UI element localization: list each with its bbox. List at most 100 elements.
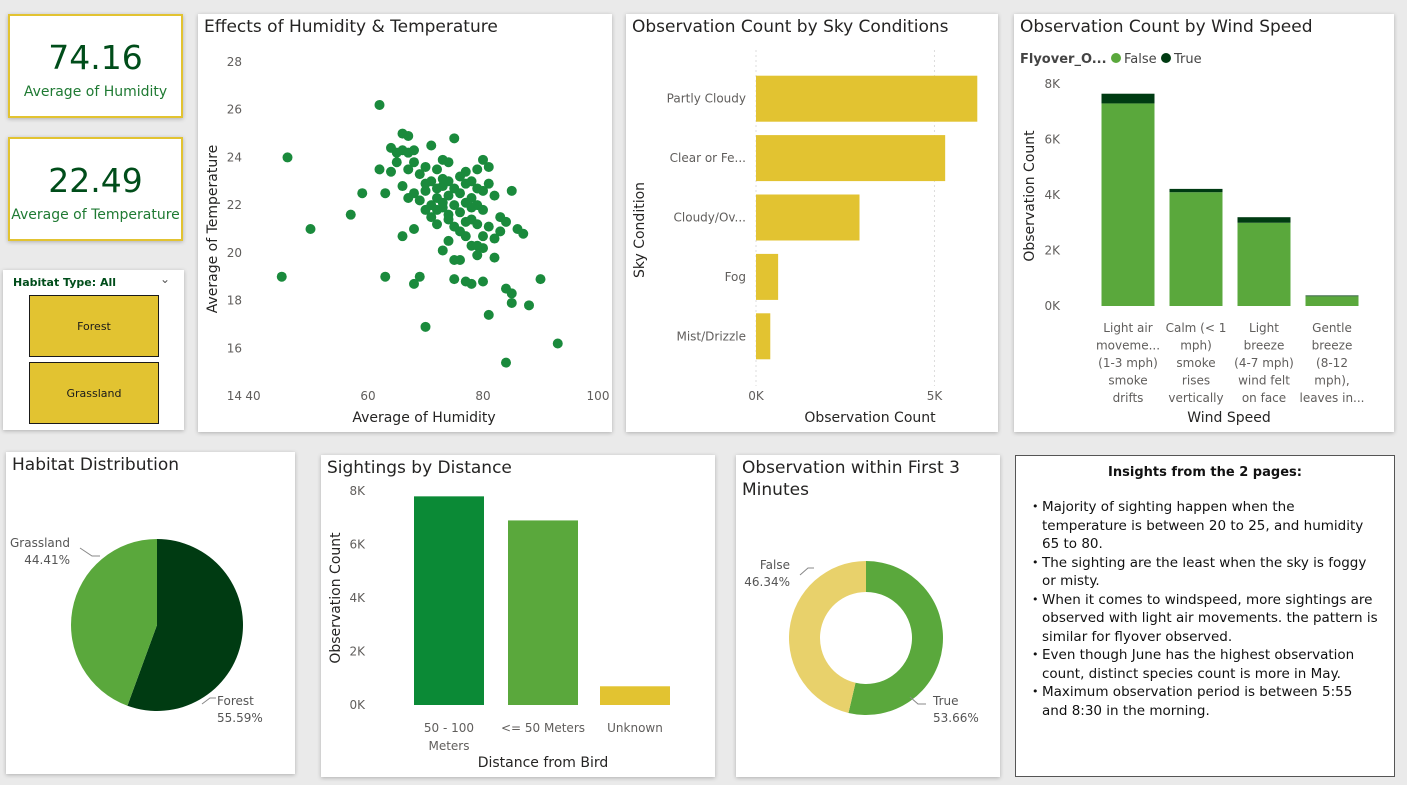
pie-slice-false[interactable] — [789, 561, 866, 713]
slicer-option-grassland[interactable]: Grassland — [29, 362, 159, 424]
scatter-point[interactable] — [282, 152, 293, 163]
scatter-point[interactable] — [403, 164, 414, 175]
scatter-point[interactable] — [437, 202, 448, 213]
bar-true[interactable] — [1169, 188, 1223, 193]
bar-true[interactable] — [1305, 295, 1359, 297]
scatter-point[interactable] — [305, 224, 316, 234]
scatter-point[interactable] — [478, 231, 488, 242]
bar-true[interactable] — [1237, 217, 1291, 223]
scatter-point[interactable] — [380, 271, 391, 282]
scatter-point[interactable] — [345, 209, 356, 220]
scatter-point[interactable] — [466, 202, 477, 213]
scatter-point[interactable] — [374, 99, 385, 110]
scatter-point[interactable] — [466, 176, 477, 187]
bar-true[interactable] — [1101, 93, 1155, 104]
scatter-point[interactable] — [420, 204, 431, 215]
scatter-point[interactable] — [443, 235, 454, 246]
scatter-point[interactable] — [437, 245, 448, 256]
scatter-point[interactable] — [506, 288, 517, 299]
chevron-down-icon[interactable]: ⌄ — [159, 272, 170, 286]
scatter-point[interactable] — [414, 169, 425, 180]
scatter-point[interactable] — [495, 226, 506, 237]
scatter-point[interactable] — [432, 164, 442, 175]
scatter-point[interactable] — [443, 214, 454, 225]
scatter-point[interactable] — [449, 200, 460, 211]
scatter-point[interactable] — [374, 164, 385, 175]
scatter-point[interactable] — [420, 321, 431, 332]
scatter-point[interactable] — [483, 161, 494, 172]
pie-slice-true[interactable] — [848, 561, 943, 715]
bar[interactable] — [756, 75, 978, 122]
scatter-point[interactable] — [489, 190, 500, 201]
scatter-point[interactable] — [397, 231, 408, 242]
bar[interactable] — [756, 253, 779, 300]
scatter-point[interactable] — [489, 233, 500, 244]
scatter-point[interactable] — [501, 216, 511, 227]
scatter-point[interactable] — [403, 192, 414, 203]
scatter-point[interactable] — [472, 164, 483, 175]
scatter-point[interactable] — [472, 240, 483, 251]
scatter-point[interactable] — [535, 274, 546, 285]
scatter-point[interactable] — [432, 219, 442, 230]
bar-false[interactable] — [1237, 222, 1291, 306]
pie-slice-forest[interactable] — [127, 539, 243, 711]
scatter-point[interactable] — [420, 178, 431, 189]
scatter-point[interactable] — [386, 166, 396, 177]
scatter-point[interactable] — [506, 297, 517, 308]
scatter-point[interactable] — [518, 228, 529, 239]
scatter-point[interactable] — [524, 300, 534, 311]
scatter-point[interactable] — [414, 271, 425, 282]
scatter-point[interactable] — [420, 185, 431, 196]
scatter-point[interactable] — [552, 338, 563, 349]
scatter-point[interactable] — [483, 309, 494, 320]
bar[interactable] — [756, 135, 946, 182]
scatter-point[interactable] — [437, 173, 448, 184]
scatter-point[interactable] — [483, 221, 494, 232]
bar-false[interactable] — [1101, 103, 1155, 306]
scatter-point[interactable] — [455, 188, 465, 199]
scatter-point[interactable] — [409, 157, 419, 168]
scatter-point[interactable] — [276, 271, 287, 282]
scatter-point[interactable] — [426, 212, 437, 223]
scatter-point[interactable] — [472, 183, 483, 194]
scatter-point[interactable] — [455, 207, 465, 218]
scatter-point[interactable] — [466, 192, 477, 203]
scatter-point[interactable] — [397, 181, 408, 192]
scatter-point[interactable] — [403, 130, 414, 141]
scatter-point[interactable] — [455, 255, 465, 266]
scatter-point[interactable] — [501, 357, 511, 368]
scatter-point[interactable] — [472, 219, 483, 230]
scatter-point[interactable] — [449, 221, 460, 232]
scatter-point[interactable] — [409, 278, 419, 289]
bar[interactable] — [600, 686, 670, 705]
scatter-point[interactable] — [357, 188, 368, 199]
scatter-point[interactable] — [506, 185, 517, 196]
scatter-point[interactable] — [409, 145, 419, 156]
scatter-point[interactable] — [449, 133, 460, 144]
scatter-point[interactable] — [483, 178, 494, 189]
bar[interactable] — [756, 313, 771, 360]
slicer-option-forest[interactable]: Forest — [29, 295, 159, 357]
bar[interactable] — [508, 520, 578, 705]
pie-slice-grassland[interactable] — [70, 539, 157, 706]
scatter-point[interactable] — [432, 183, 442, 194]
bar-false[interactable] — [1305, 296, 1359, 306]
scatter-point[interactable] — [409, 224, 419, 234]
scatter-point[interactable] — [426, 140, 437, 151]
scatter-point[interactable] — [460, 166, 471, 177]
scatter-point[interactable] — [443, 157, 454, 168]
scatter-point[interactable] — [391, 157, 402, 168]
scatter-point[interactable] — [380, 188, 391, 199]
scatter-point[interactable] — [420, 161, 431, 172]
scatter-point[interactable] — [478, 154, 488, 165]
bar[interactable] — [756, 194, 860, 241]
scatter-point[interactable] — [472, 250, 483, 261]
bar[interactable] — [414, 496, 484, 705]
scatter-point[interactable] — [443, 190, 454, 201]
scatter-point[interactable] — [489, 252, 500, 263]
bar-false[interactable] — [1169, 192, 1223, 306]
scatter-point[interactable] — [414, 195, 425, 206]
scatter-point[interactable] — [466, 278, 477, 289]
scatter-point[interactable] — [449, 274, 460, 285]
scatter-point[interactable] — [478, 276, 488, 287]
